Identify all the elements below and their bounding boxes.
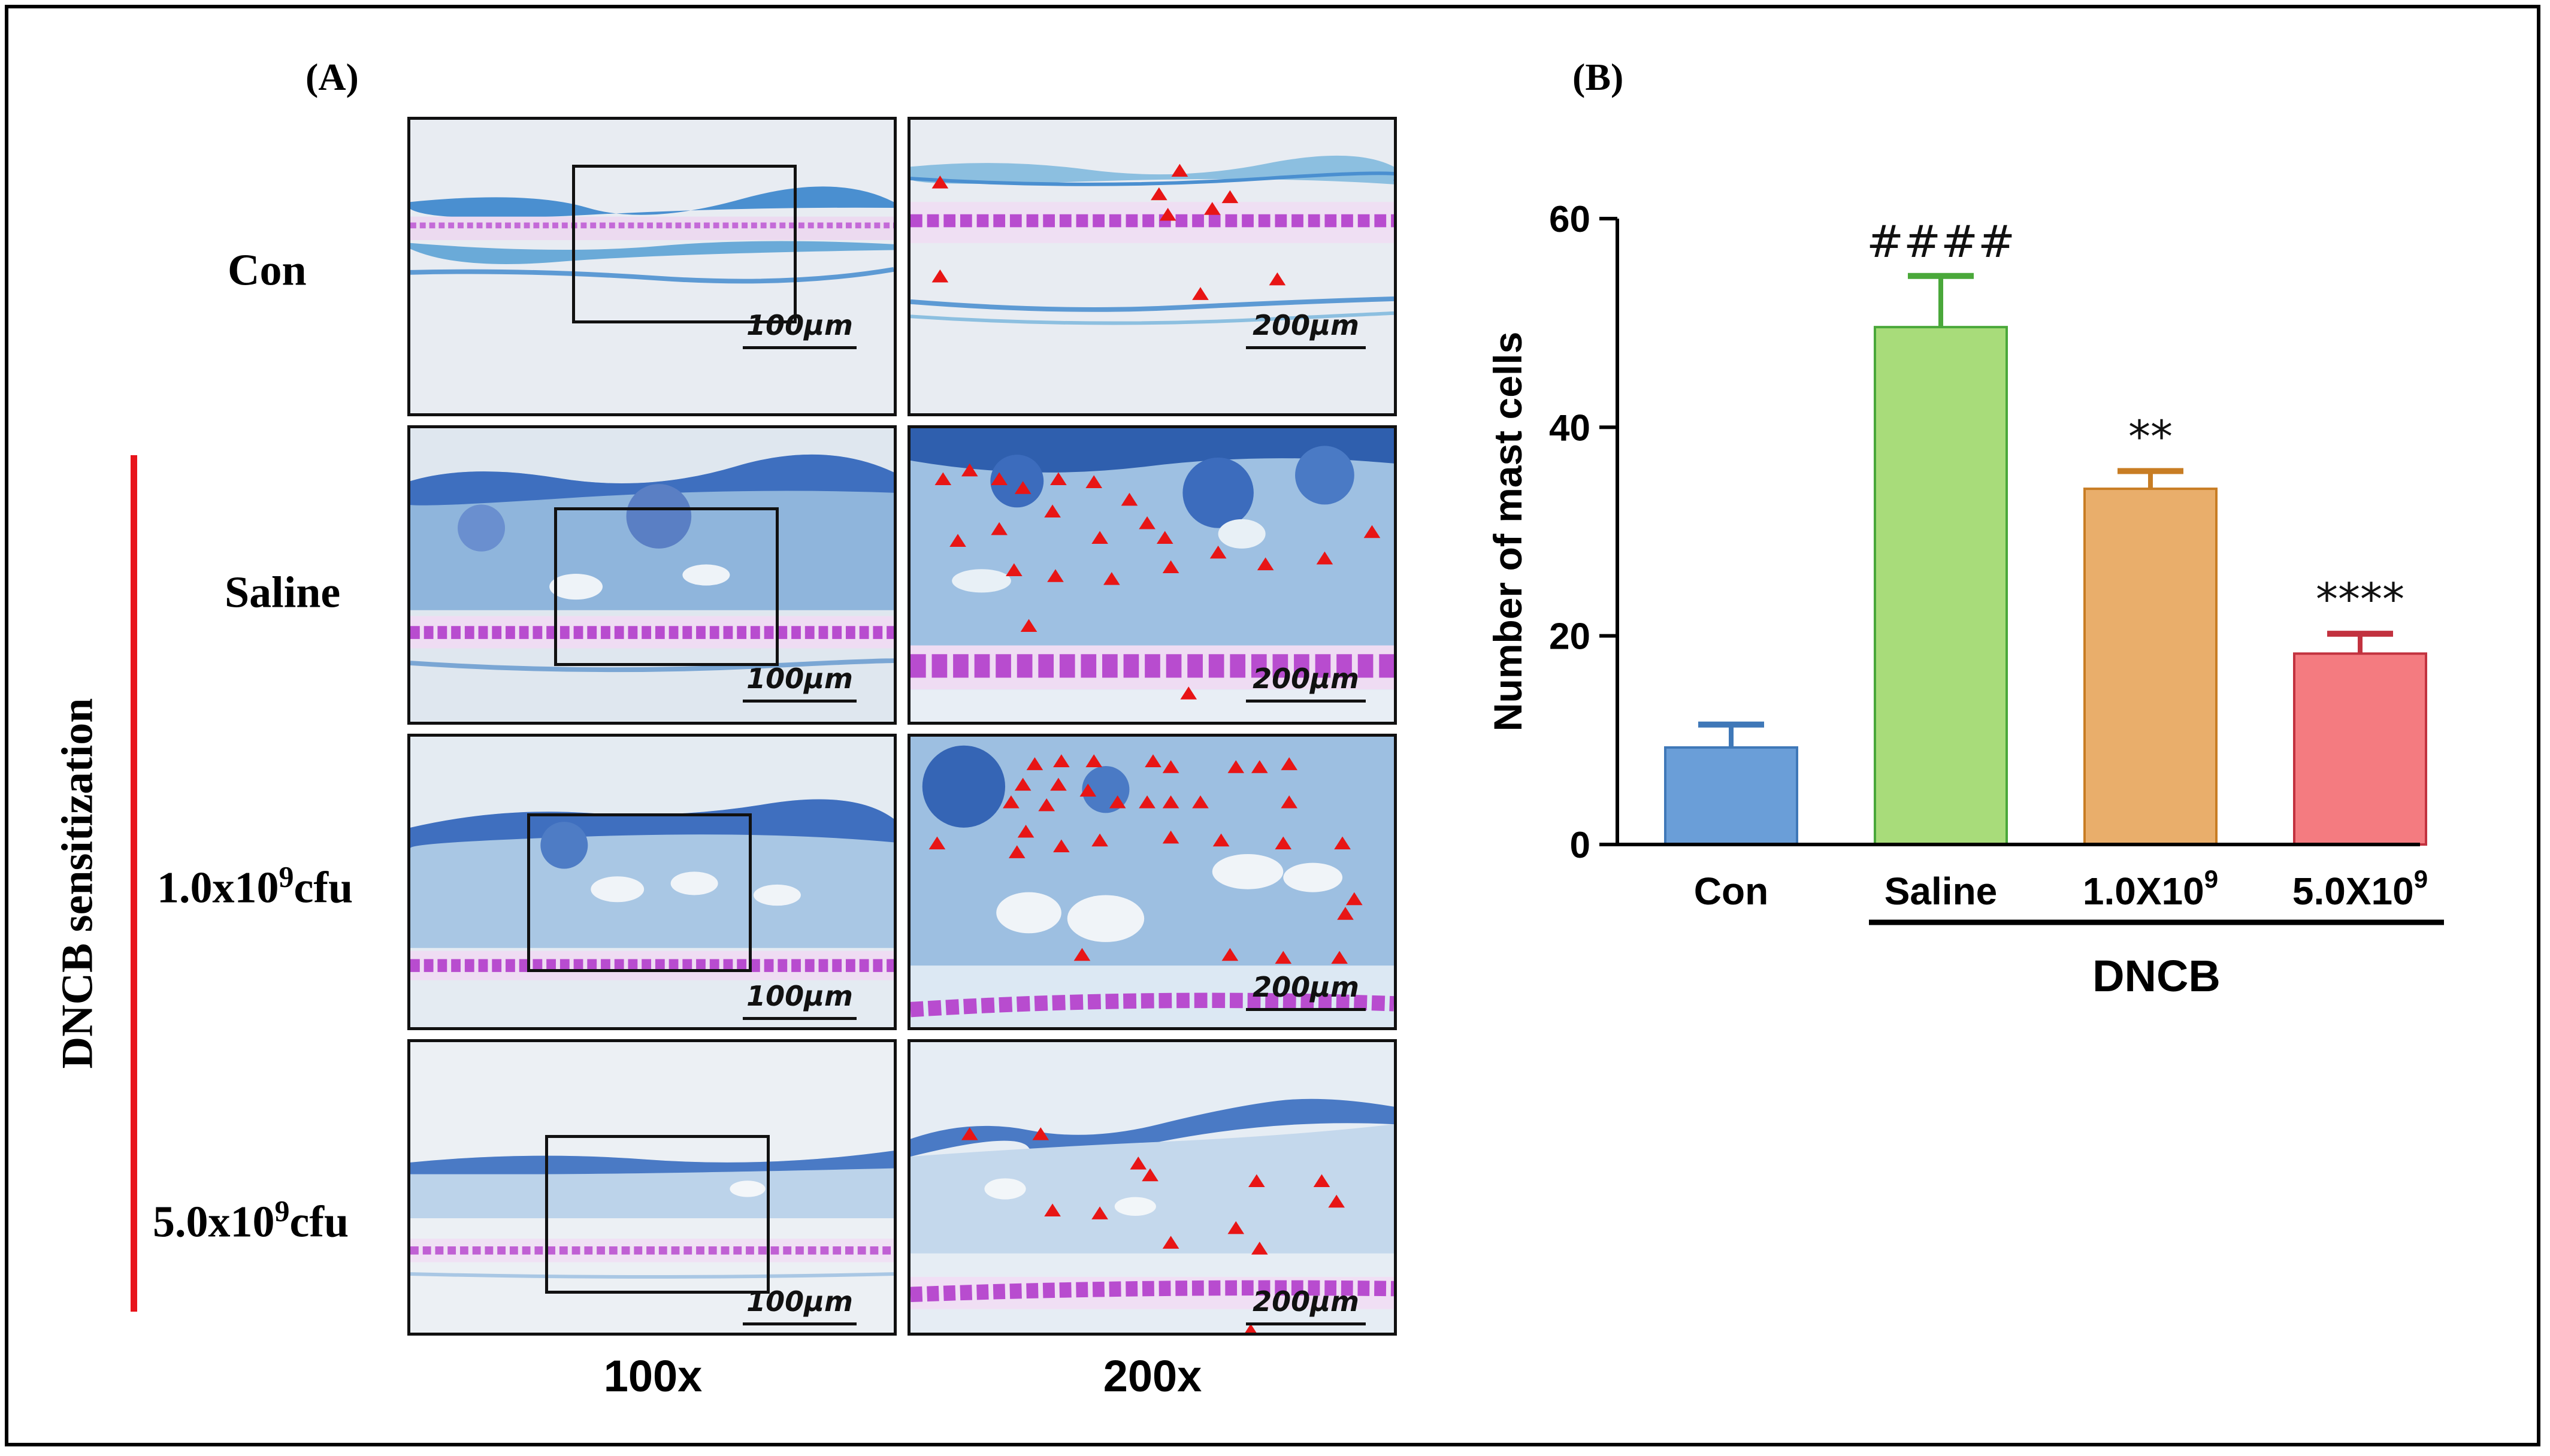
x-category-label: Saline	[1884, 870, 1998, 913]
row-label-saline: Saline	[225, 568, 341, 617]
scale-bar-100: 100μm	[743, 311, 857, 349]
inset-box	[554, 507, 779, 666]
y-axis-title: Number of mast cells	[1486, 332, 1530, 732]
micrograph-1e9-100x: 100μm	[407, 734, 897, 1030]
significance-label: ####	[1867, 216, 2015, 268]
y-tick-label: 60	[1549, 199, 1590, 240]
bar	[1874, 326, 2008, 846]
micrograph-saline-200x: 200μm	[908, 425, 1397, 725]
x-category-label: 5.0X109	[2292, 865, 2428, 913]
col-label-200x: 200x	[1103, 1351, 1202, 1401]
y-tick-label: 40	[1549, 407, 1590, 449]
inset-box	[572, 165, 797, 323]
y-tick-label: 0	[1570, 825, 1590, 866]
x-category-label: Con	[1694, 870, 1768, 913]
bar	[2083, 488, 2218, 846]
micrograph-saline-100x: 100μm	[407, 425, 897, 725]
scale-bar-100: 100μm	[743, 1288, 857, 1325]
bar	[2293, 652, 2427, 846]
row-label-con: Con	[228, 246, 307, 295]
micrograph-1e9-200x: 200μm	[908, 734, 1397, 1030]
row-label-5e9: 5.0x109cfu	[153, 1194, 349, 1247]
group-bracket-label: DNCB	[2092, 951, 2221, 1001]
inset-box	[527, 813, 752, 972]
y-tick-label: 20	[1549, 616, 1590, 658]
scale-bar-100: 100μm	[743, 982, 857, 1020]
panel-a-label: (A)	[305, 56, 359, 98]
col-label-100x: 100x	[603, 1351, 703, 1401]
micrograph-5e9-200x: 200μm	[908, 1039, 1397, 1336]
scale-bar-200: 200μm	[1246, 311, 1366, 349]
panel-b-label: (B)	[1572, 56, 1624, 98]
dncb-sensitization-label: DNCB sensitization	[53, 698, 102, 1069]
scale-bar-200: 200μm	[1246, 1288, 1366, 1325]
micrograph-con-100x: 100μm	[407, 117, 897, 416]
scale-bar-200: 200μm	[1246, 665, 1366, 703]
micrograph-5e9-100x: 100μm	[407, 1039, 897, 1336]
dncb-bracket-line	[131, 455, 137, 1312]
scale-bar-100: 100μm	[743, 665, 857, 703]
chart-canvas: 0 20 40 60 Number of mast cells Con #### Saline…	[1486, 199, 2444, 1001]
significance-label: ****	[2316, 574, 2404, 625]
bar	[1664, 746, 1798, 846]
bar-chart: 0 20 40 60 Number of mast cells Con #### Saline…	[1450, 138, 2468, 1048]
x-category-label: 1.0X109	[2083, 865, 2218, 913]
micrograph-con-200x: 200μm	[908, 117, 1397, 416]
row-label-1e9: 1.0x109cfu	[157, 859, 353, 913]
significance-label: **	[2128, 411, 2173, 462]
scale-bar-200: 200μm	[1246, 973, 1366, 1011]
inset-box	[545, 1135, 770, 1294]
figure-border	[5, 5, 2540, 1446]
